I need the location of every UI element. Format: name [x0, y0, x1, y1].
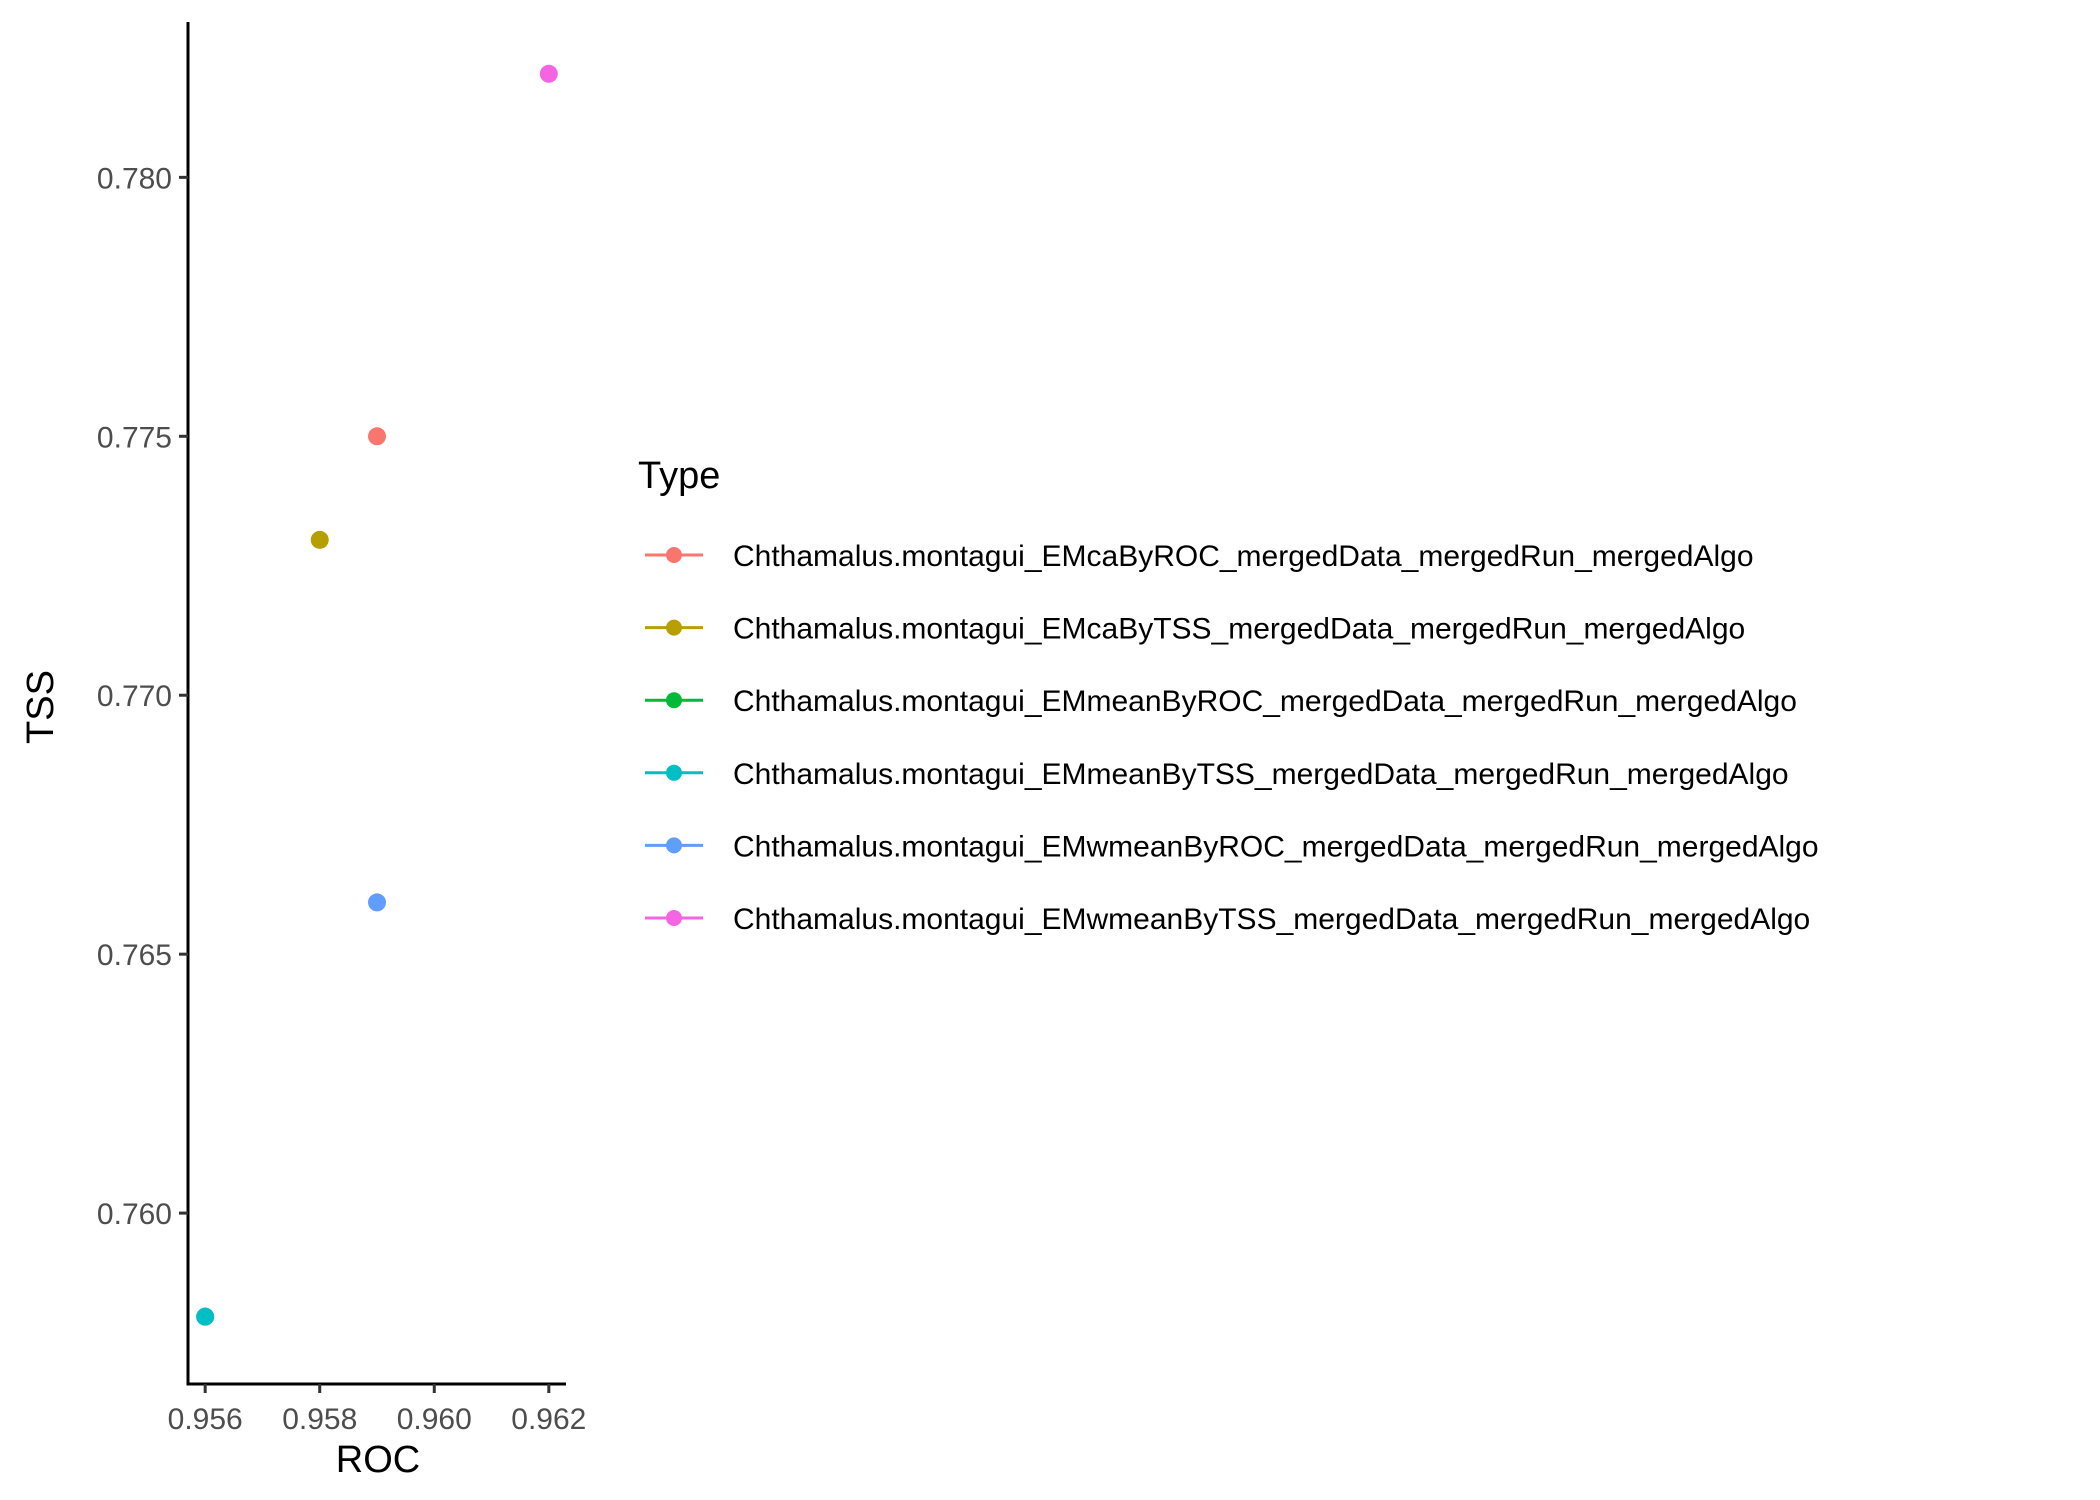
x-tick-label: 0.958 — [282, 1403, 357, 1436]
y-tick-label: 0.770 — [97, 680, 172, 713]
data-point — [368, 427, 386, 446]
x-tick-label: 0.956 — [168, 1403, 243, 1436]
data-points — [196, 64, 558, 1326]
y-tick-label: 0.780 — [97, 162, 172, 195]
legend-key-point — [666, 619, 682, 636]
legend-item: Chthamalus.montagui_EMmeanByROC_mergedDa… — [645, 685, 1797, 718]
legend: Type Chthamalus.montagui_EMcaByROC_merge… — [638, 455, 1819, 936]
legend-key-point — [666, 910, 682, 926]
legend-key-point — [666, 764, 682, 781]
legend-label: Chthamalus.montagui_EMwmeanByROC_mergedD… — [733, 830, 1819, 863]
x-axis-title: ROC — [336, 1439, 420, 1481]
data-point — [196, 1307, 215, 1326]
y-axis-title: TSS — [20, 670, 62, 744]
x-axis-ticks: 0.956 0.958 0.960 0.962 — [168, 1384, 586, 1436]
legend-item: Chthamalus.montagui_EMcaByROC_mergedData… — [645, 540, 1754, 573]
axes: 0.760 0.765 0.770 0.775 0.780 0.956 0.958 0.96… — [97, 22, 586, 1436]
x-tick-label: 0.960 — [397, 1403, 472, 1436]
legend-key-point — [666, 692, 682, 709]
y-axis-ticks: 0.760 0.765 0.770 0.775 0.780 — [97, 162, 188, 1231]
data-point — [310, 530, 329, 549]
y-tick-label: 0.765 — [97, 939, 172, 972]
legend-label: Chthamalus.montagui_EMcaByTSS_mergedData… — [733, 613, 1745, 646]
legend-item: Chthamalus.montagui_EMcaByTSS_mergedData… — [645, 613, 1745, 646]
y-tick-label: 0.760 — [97, 1198, 172, 1231]
legend-label: Chthamalus.montagui_EMwmeanByTSS_mergedD… — [733, 903, 1810, 936]
legend-title: Type — [638, 455, 720, 497]
y-tick-label: 0.775 — [97, 421, 172, 454]
legend-key-point — [666, 547, 682, 563]
legend-key-point — [666, 837, 682, 854]
legend-item: Chthamalus.montagui_EMwmeanByTSS_mergedD… — [645, 903, 1810, 936]
legend-label: Chthamalus.montagui_EMcaByROC_mergedData… — [733, 540, 1754, 573]
legend-item: Chthamalus.montagui_EMwmeanByROC_mergedD… — [645, 830, 1819, 863]
legend-label: Chthamalus.montagui_EMmeanByTSS_mergedDa… — [733, 758, 1789, 791]
legend-item: Chthamalus.montagui_EMmeanByTSS_mergedDa… — [645, 758, 1789, 791]
x-tick-label: 0.962 — [511, 1403, 586, 1436]
legend-items: Chthamalus.montagui_EMcaByROC_mergedData… — [645, 540, 1819, 936]
data-point — [368, 893, 386, 912]
data-point — [539, 64, 558, 83]
legend-label: Chthamalus.montagui_EMmeanByROC_mergedDa… — [733, 685, 1797, 718]
